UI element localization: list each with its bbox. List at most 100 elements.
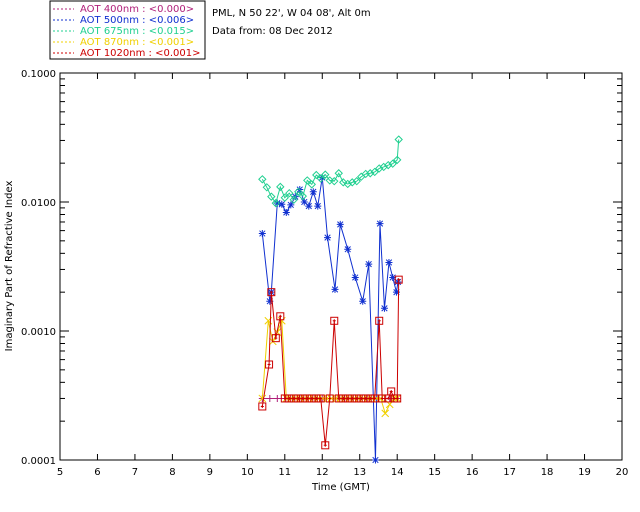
- data-point-diamond: [348, 178, 357, 187]
- data-point-diamond: [307, 180, 316, 189]
- data-point-star: [278, 200, 286, 208]
- data-point-diamond: [361, 169, 370, 179]
- data-point-star: [314, 202, 322, 210]
- data-point-star: [365, 260, 373, 268]
- data-point-diamond: [334, 169, 343, 178]
- data-point-square: [394, 275, 403, 284]
- data-point-star: [309, 188, 317, 196]
- data-point-square: [321, 441, 330, 450]
- data-point-diamond: [258, 175, 267, 184]
- data-point-diamond: [375, 164, 384, 173]
- data-point-star: [273, 199, 281, 207]
- y-axis-title: Imaginary Part of Refractive Index: [4, 181, 15, 352]
- x-tick-label: 19: [578, 467, 591, 478]
- data-point-square: [325, 394, 334, 403]
- y-tick-label: 0.0010: [21, 327, 56, 338]
- y-tick-label: 0.0100: [21, 198, 56, 209]
- data-date-text: Data from: 08 Dec 2012: [212, 26, 333, 37]
- data-point-star: [287, 201, 295, 209]
- legend-entry: AOT 870nm : <0.001>: [80, 37, 194, 48]
- data-point-square-inner: [386, 396, 390, 400]
- data-point-square-inner: [373, 396, 377, 400]
- data-point-square: [393, 394, 402, 403]
- legend-entry: AOT 1020nm : <0.001>: [80, 48, 200, 59]
- data-point-square: [330, 316, 339, 325]
- data-point-square-inner: [260, 404, 264, 408]
- x-tick-label: 10: [241, 467, 254, 478]
- data-point-square-inner: [323, 443, 327, 447]
- data-point-square: [271, 334, 280, 343]
- data-point-diamond: [321, 170, 330, 179]
- legend: AOT 400nm : <0.000>AOT 500nm : <0.006>AO…: [49, 0, 206, 60]
- data-point-square-inner: [267, 362, 271, 366]
- data-point-diamond: [289, 195, 298, 205]
- y-tick-label: 0.1000: [21, 69, 56, 80]
- data-point-plus: [273, 394, 281, 402]
- data-point-diamond: [303, 176, 312, 185]
- x-axis-title: Time (GMT): [311, 482, 370, 493]
- data-point-diamond: [394, 135, 403, 144]
- data-point-star: [258, 229, 266, 237]
- x-tick-label: 6: [94, 467, 100, 478]
- data-point-star: [380, 304, 388, 312]
- data-point-diamond: [392, 155, 402, 165]
- x-tick-label: 7: [132, 467, 138, 478]
- data-point-square: [276, 312, 285, 321]
- x-tick-label: 8: [169, 467, 175, 478]
- series-line: [261, 177, 399, 461]
- data-point-diamond: [280, 193, 290, 202]
- data-point-square-inner: [389, 389, 393, 393]
- y-tick-label: 0.0001: [21, 456, 56, 467]
- x-tick-label: 9: [207, 467, 213, 478]
- data-point-star: [266, 297, 274, 305]
- data-point-diamond: [384, 160, 393, 170]
- data-point-square-inner: [395, 396, 399, 400]
- data-point-star: [359, 297, 367, 305]
- series-2: [258, 135, 403, 208]
- data-point-square-inner: [274, 336, 278, 340]
- data-point-diamond: [267, 192, 276, 201]
- x-tick-label: 15: [428, 467, 441, 478]
- plot-frame: [59, 72, 623, 461]
- data-point-diamond: [370, 167, 379, 177]
- data-point-star: [336, 220, 344, 228]
- data-point-diamond: [294, 187, 303, 196]
- data-point-diamond: [352, 176, 361, 186]
- data-point-star: [371, 456, 379, 464]
- legend-entry: AOT 400nm : <0.000>: [80, 4, 194, 15]
- data-point-star: [351, 273, 359, 281]
- data-point-star: [324, 234, 332, 242]
- x-tick-label: 18: [541, 467, 554, 478]
- data-point-diamond: [276, 182, 285, 192]
- series-4: [258, 275, 403, 450]
- x-tick-label: 17: [503, 467, 516, 478]
- data-point-star: [331, 285, 339, 293]
- data-point-square-inner: [380, 396, 384, 400]
- x-tick-label: 5: [57, 467, 63, 478]
- data-point-square: [258, 402, 267, 411]
- data-point-square: [378, 394, 387, 403]
- data-point-square: [375, 316, 384, 325]
- data-point-diamond: [298, 191, 307, 201]
- data-point-square-inner: [319, 396, 323, 400]
- data-point-star: [392, 288, 400, 296]
- x-tick-label: 11: [278, 467, 291, 478]
- data-point-diamond: [312, 170, 321, 180]
- data-point-diamond: [330, 176, 339, 186]
- data-point-diamond: [366, 169, 375, 178]
- series-layer: [258, 135, 403, 464]
- data-point-star: [344, 245, 352, 253]
- data-point-star: [389, 273, 397, 281]
- data-point-square-inner: [269, 290, 273, 294]
- data-point-star: [305, 202, 313, 210]
- data-point-square-inner: [397, 278, 401, 282]
- y-axis: 0.0001 0.0010 0.0100 0.1000: [21, 69, 622, 467]
- x-tick-label: 20: [616, 467, 629, 478]
- data-point-square-inner: [332, 319, 336, 323]
- data-point-square-inner: [328, 396, 332, 400]
- data-point-x: [258, 394, 267, 403]
- data-point-diamond: [388, 159, 397, 168]
- data-point-diamond: [271, 198, 281, 208]
- legend-entry: AOT 675nm : <0.015>: [80, 26, 194, 37]
